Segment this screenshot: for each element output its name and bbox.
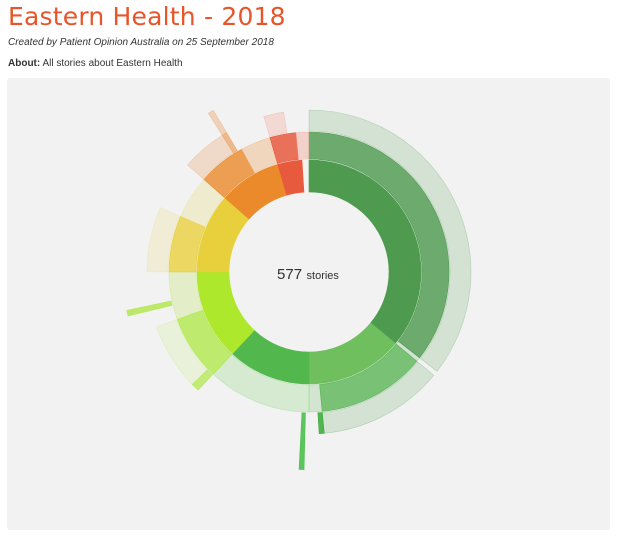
outer-spike-segment[interactable] <box>207 109 238 154</box>
outer-ring-segment[interactable] <box>191 369 213 391</box>
about-text: All stories about Eastern Health <box>42 58 183 69</box>
middle-ring-segment[interactable] <box>319 343 418 412</box>
outer-ring-segment[interactable] <box>263 111 288 137</box>
page-subtitle: Created by Patient Opinion Australia on … <box>8 37 274 48</box>
middle-ring-segment[interactable] <box>308 384 323 413</box>
middle-ring-segment[interactable] <box>308 131 450 359</box>
outer-spike-segment[interactable] <box>298 412 306 470</box>
middle-ring-segment[interactable] <box>295 131 310 160</box>
about-line: About: All stories about Eastern Health <box>8 58 183 69</box>
about-label: About: <box>8 58 41 69</box>
total-stories-unit: stories <box>306 270 339 282</box>
total-stories-count: 577 <box>277 266 303 283</box>
middle-ring-segment[interactable] <box>176 309 233 375</box>
total-stories-label: 577 stories <box>258 266 358 284</box>
outer-spike-segment[interactable] <box>126 300 173 317</box>
outer-ring-segment[interactable] <box>308 109 472 372</box>
outer-ring-segment[interactable] <box>317 412 325 434</box>
chart-panel <box>7 78 610 530</box>
inner-ring-segment[interactable] <box>277 159 305 196</box>
outer-ring-segment[interactable] <box>146 207 180 273</box>
outer-ring-segment[interactable] <box>156 319 208 385</box>
page-title: Eastern Health - 2018 <box>8 2 286 31</box>
